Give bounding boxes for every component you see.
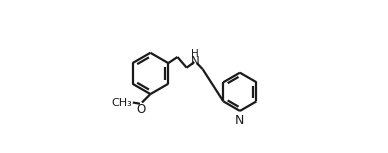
Text: N: N	[191, 55, 199, 68]
Text: N: N	[235, 114, 244, 127]
Text: CH₃: CH₃	[111, 98, 132, 108]
Text: O: O	[137, 103, 146, 116]
Text: H: H	[191, 49, 199, 58]
